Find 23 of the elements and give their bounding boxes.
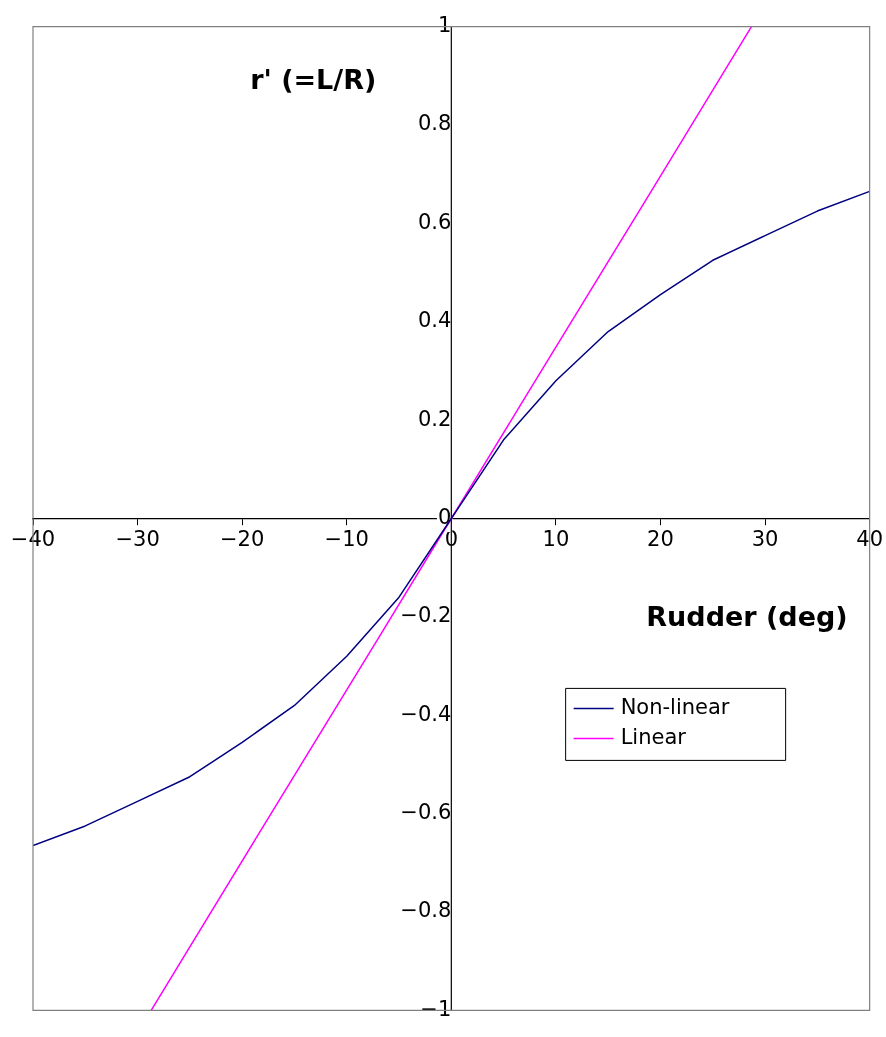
y-tick-label: 0.2 <box>417 406 452 431</box>
y-tick-label: −0.4 <box>400 701 452 726</box>
y-tick-label: 0.8 <box>417 111 452 136</box>
x-tick-label: −40 <box>10 526 56 551</box>
x-tick-label: 40 <box>856 526 884 551</box>
y-tick-label: −0.6 <box>400 800 452 825</box>
y-tick-label: −0.2 <box>400 603 452 628</box>
y-tick-label: 0 <box>437 504 452 529</box>
x-tick-label: −30 <box>115 526 160 551</box>
y-axis-title: r' (=L/R) <box>250 63 377 95</box>
x-tick-label: −20 <box>220 526 265 551</box>
y-tick-label: 0.4 <box>417 308 452 333</box>
y-tick-label: −1 <box>420 996 452 1021</box>
x-axis-title: Rudder (deg) <box>646 600 848 632</box>
y-tick-label: 0.6 <box>417 209 452 234</box>
x-tick-label: 20 <box>647 526 674 551</box>
legend-label: Linear <box>620 724 687 749</box>
y-tick-label: −0.8 <box>400 898 452 923</box>
x-tick-label: 10 <box>542 526 570 551</box>
y-tick-label: 1 <box>437 13 452 38</box>
x-tick-label: −10 <box>324 526 369 551</box>
x-tick-label: 30 <box>751 526 779 551</box>
legend-label: Non-linear <box>620 694 730 719</box>
